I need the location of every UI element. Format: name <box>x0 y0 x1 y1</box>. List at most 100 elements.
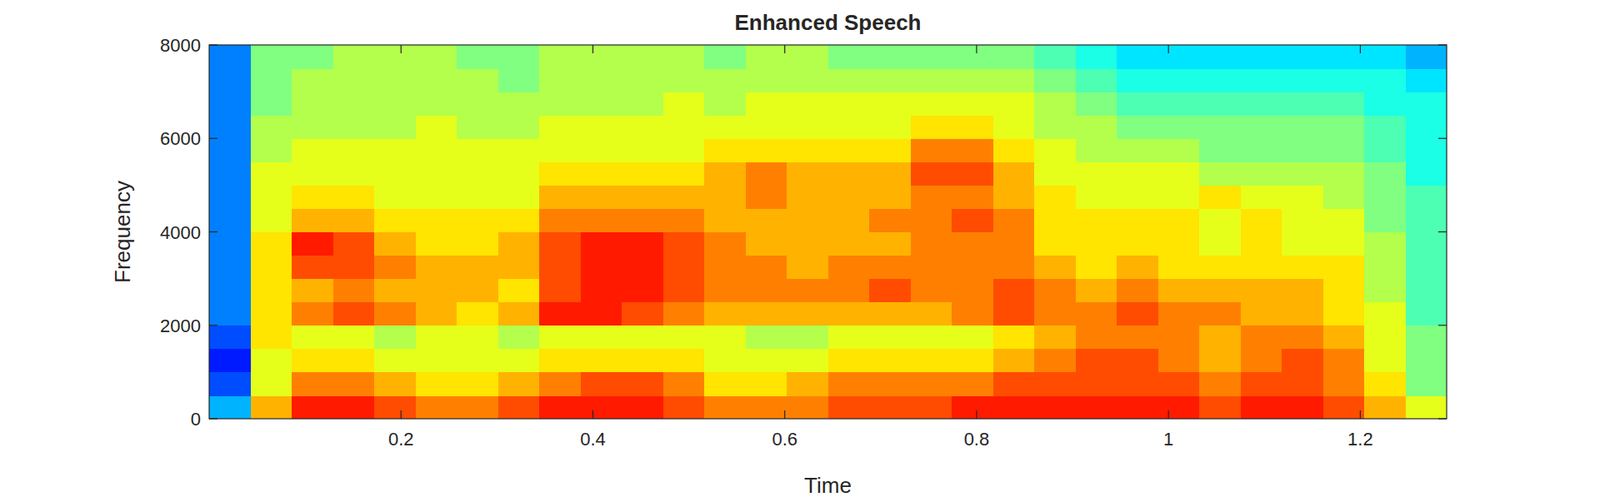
cell <box>374 208 416 233</box>
cell <box>951 115 994 140</box>
cell <box>1034 115 1076 140</box>
cell <box>993 185 1035 210</box>
cell <box>1034 45 1076 70</box>
cell <box>539 349 581 374</box>
cell <box>1240 325 1283 350</box>
cell <box>1281 68 1324 93</box>
cell <box>209 325 251 350</box>
y-tick <box>1438 138 1447 140</box>
cell <box>415 45 458 70</box>
cell <box>291 161 334 186</box>
cell <box>498 185 540 210</box>
x-tick <box>784 45 785 54</box>
cell <box>786 185 829 210</box>
cell <box>209 302 251 327</box>
x-tick <box>1360 45 1361 54</box>
cell <box>415 302 458 327</box>
cell <box>539 68 581 93</box>
axes: 0.20.40.60.811.202000400060008000 <box>160 35 1447 450</box>
cell <box>1364 349 1406 374</box>
cell <box>1199 255 1241 280</box>
cell <box>621 279 664 304</box>
cell <box>1116 302 1159 327</box>
cell <box>1323 185 1365 210</box>
cell <box>374 45 416 70</box>
cell <box>333 255 375 280</box>
cell <box>951 232 994 257</box>
cell <box>1199 115 1241 140</box>
cell <box>1281 138 1324 163</box>
cell <box>993 302 1035 327</box>
cell <box>1323 302 1365 327</box>
cell <box>1405 395 1448 420</box>
cell <box>1323 91 1365 116</box>
cell <box>333 138 375 163</box>
cell <box>663 161 705 186</box>
y-tick <box>209 418 218 420</box>
cell <box>1281 161 1324 186</box>
cell <box>1075 372 1118 397</box>
cell <box>828 232 870 257</box>
cell <box>1323 395 1365 420</box>
cell <box>663 185 705 210</box>
cell <box>786 208 829 233</box>
x-tick-label: 1.2 <box>1347 429 1374 450</box>
cell <box>580 68 623 93</box>
cell <box>415 232 458 257</box>
cell <box>621 161 664 186</box>
cell <box>1158 138 1200 163</box>
cell <box>828 185 870 210</box>
cell <box>786 161 829 186</box>
cell <box>910 45 953 70</box>
cell <box>333 45 375 70</box>
cell <box>1075 138 1118 163</box>
cell <box>745 372 788 397</box>
cell <box>1075 325 1118 350</box>
y-tick <box>1438 325 1447 326</box>
cell <box>663 45 705 70</box>
cell <box>663 372 705 397</box>
cell <box>1281 325 1324 350</box>
cell <box>374 302 416 327</box>
cell <box>291 185 334 210</box>
y-tick-label: 0 <box>190 409 201 430</box>
cell <box>374 372 416 397</box>
cell <box>1281 185 1324 210</box>
cell <box>291 91 334 116</box>
cell <box>333 68 375 93</box>
cell <box>910 208 953 233</box>
cell <box>415 349 458 374</box>
cell <box>580 161 623 186</box>
cell <box>333 161 375 186</box>
y-tick-label: 8000 <box>160 35 201 56</box>
x-tick <box>1168 45 1170 54</box>
cell <box>1323 138 1365 163</box>
cell <box>291 232 334 257</box>
cell <box>1116 185 1159 210</box>
x-tick <box>592 45 594 54</box>
cell <box>1364 325 1406 350</box>
cell <box>704 255 746 280</box>
cell <box>456 115 499 140</box>
cell <box>456 91 499 116</box>
cell <box>1116 349 1159 374</box>
cell <box>745 325 788 350</box>
cell <box>209 91 251 116</box>
cell <box>663 91 705 116</box>
cell <box>250 372 293 397</box>
cell <box>498 349 540 374</box>
cell <box>1116 91 1159 116</box>
cell <box>209 208 251 233</box>
cell <box>910 349 953 374</box>
cell <box>1199 208 1241 233</box>
cell <box>1199 185 1241 210</box>
cell <box>1199 138 1241 163</box>
x-tick <box>400 410 402 420</box>
cell <box>456 302 499 327</box>
cell <box>1116 208 1159 233</box>
cell <box>1075 302 1118 327</box>
cell <box>333 302 375 327</box>
cell <box>663 68 705 93</box>
cell <box>498 279 540 304</box>
cell <box>869 279 911 304</box>
